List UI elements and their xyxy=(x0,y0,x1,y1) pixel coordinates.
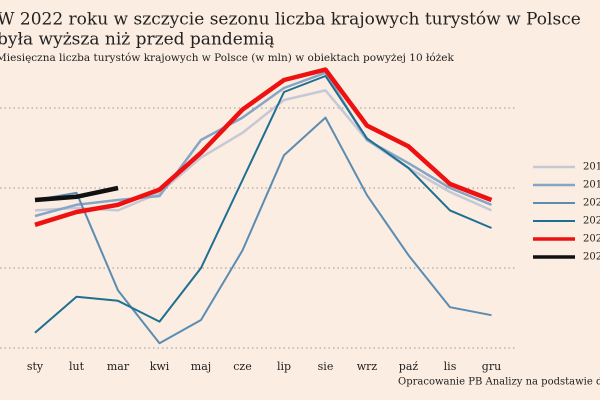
x-tick-label: cze xyxy=(233,360,251,373)
x-tick-label: mar xyxy=(107,360,130,373)
line xyxy=(34,116,492,345)
x-tick-label: gru xyxy=(482,360,501,373)
x-tick-label: lis xyxy=(444,360,457,373)
x-tick-label: sie xyxy=(318,360,334,373)
legend-label: 2019 xyxy=(583,180,600,191)
x-tick-label: lip xyxy=(277,360,291,373)
x-tick-label: sty xyxy=(27,360,44,373)
line xyxy=(34,89,493,212)
x-tick-label: kwi xyxy=(150,360,170,373)
x-tick-label: wrz xyxy=(357,360,378,373)
legend-label: 2020 xyxy=(583,198,600,209)
chart-subtitle: Miesięczna liczba turystów krajowych w P… xyxy=(0,52,454,64)
line xyxy=(34,185,119,203)
line xyxy=(34,67,493,227)
line xyxy=(34,75,492,334)
x-tick-label: paź xyxy=(399,360,419,373)
source: Opracowanie PB Analizy na podstawie dany… xyxy=(398,377,600,388)
legend-label: 2021 xyxy=(583,216,600,227)
chart-title: była wyższa niż przed pandemią xyxy=(0,30,275,50)
legend-label: 2022 xyxy=(583,234,600,245)
legend-label: 2023 xyxy=(583,252,600,263)
line xyxy=(34,71,492,218)
x-tick-label: maj xyxy=(191,360,211,373)
chart-title: W 2022 roku w szczycie sezonu liczba kra… xyxy=(0,10,581,30)
legend-label: 2018 xyxy=(583,162,600,173)
x-tick-label: lut xyxy=(69,360,85,373)
